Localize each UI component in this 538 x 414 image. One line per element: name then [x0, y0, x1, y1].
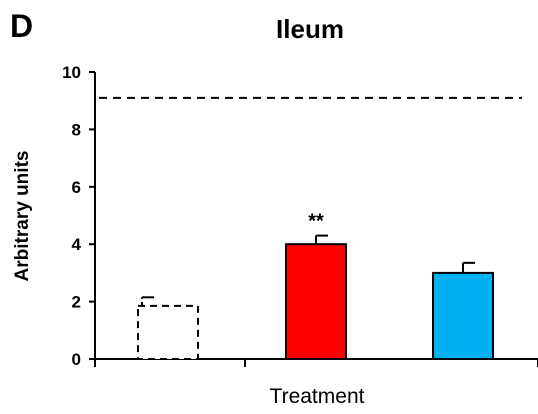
bar: [285, 243, 347, 360]
y-tick-label: 6: [72, 178, 81, 197]
x-axis-label: Treatment: [270, 385, 365, 408]
bar: [137, 304, 199, 360]
chart-title: Ileum: [276, 14, 344, 44]
y-tick-label: 4: [72, 235, 82, 254]
y-tick-label: 0: [72, 350, 81, 369]
y-tick-label: 2: [72, 293, 81, 312]
y-axis-label: Arbitrary units: [12, 151, 33, 282]
plot-area: 0 2 4 6 8 10 **: [62, 63, 538, 369]
y-tick-label: 10: [62, 63, 81, 82]
panel-letter: D: [10, 8, 33, 44]
significance-label: **: [308, 211, 324, 233]
y-tick-label: 8: [72, 120, 81, 139]
bar: [432, 271, 494, 360]
